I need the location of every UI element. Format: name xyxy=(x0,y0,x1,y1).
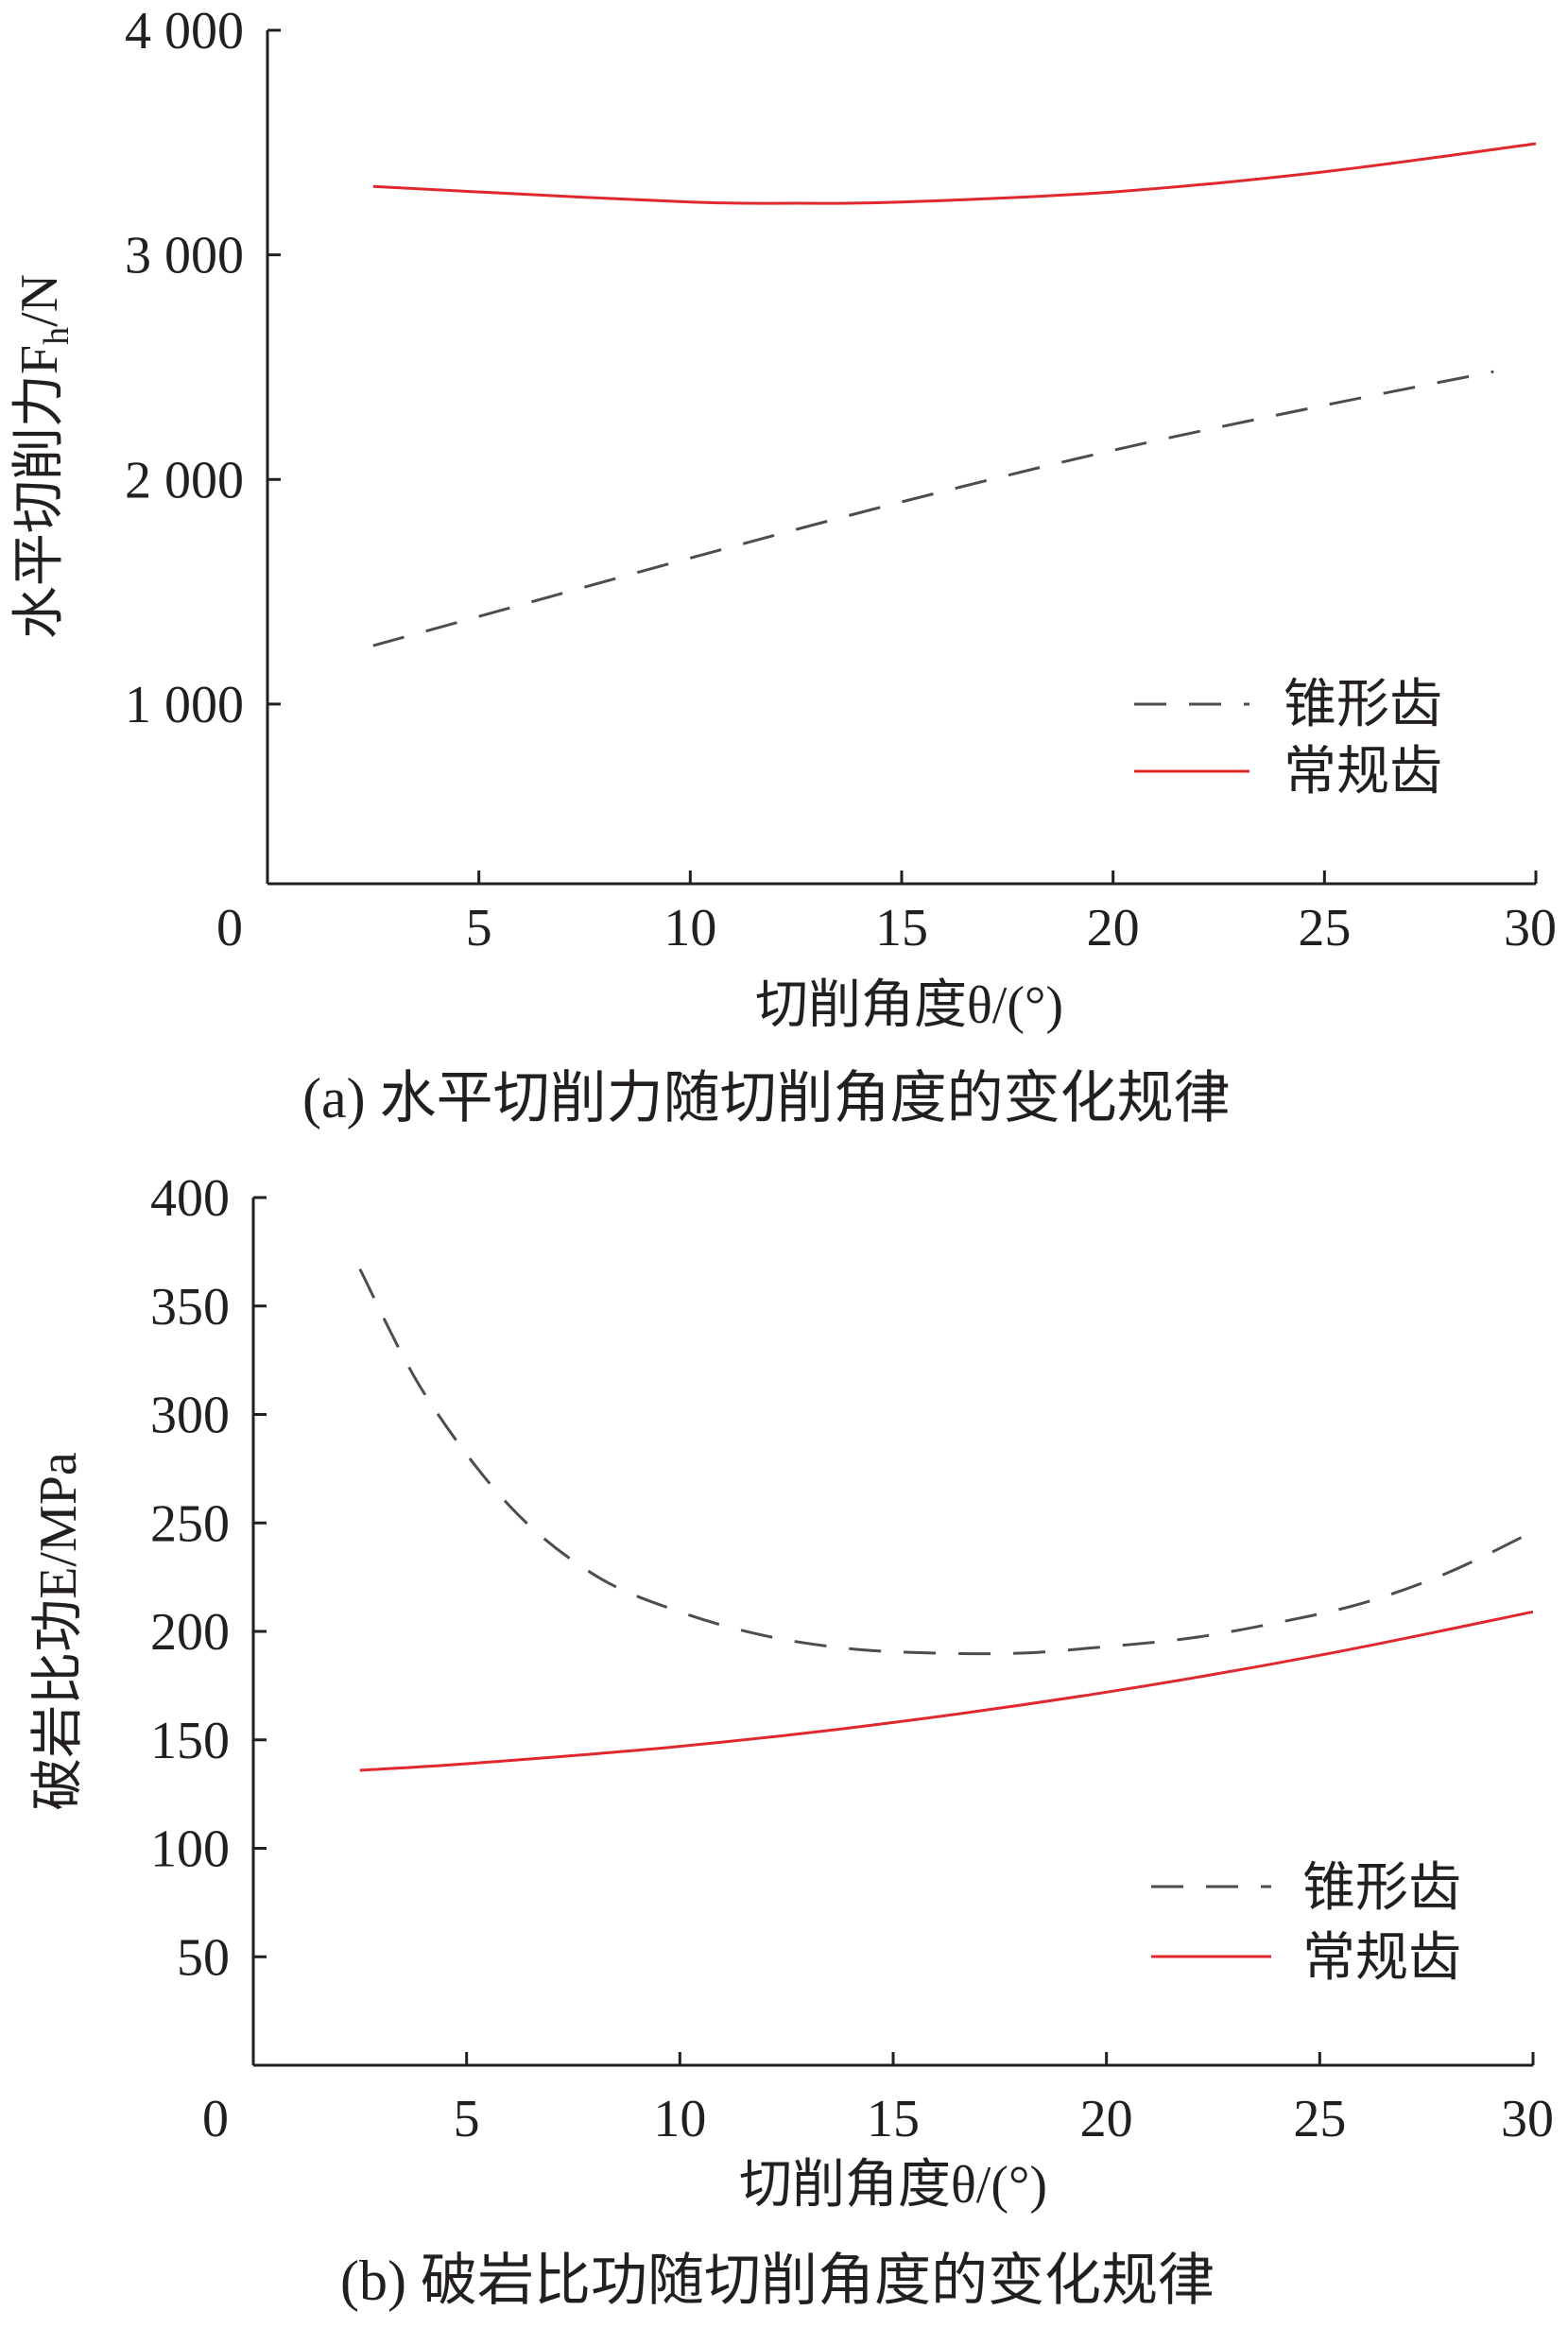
chart-b: 50 100 150 200 250 300 350 400 0 5 10 15 20 25 30 破岩比… xyxy=(29,1169,1554,2312)
legend-b-label-cone: 锥形齿 xyxy=(1302,1859,1461,1918)
y-tick-label-b-5: 300 xyxy=(150,1387,230,1445)
y-axis-label-b: 破岩比功E/MPa xyxy=(29,1452,88,1811)
series-a-cone-tooth-line xyxy=(372,370,1494,647)
tick-marks-b xyxy=(253,1196,1535,2065)
series-lines-a xyxy=(372,142,1537,647)
y-tick-label-a-0: 1 000 xyxy=(125,676,244,734)
y-tick-labels-a: 1 000 2 000 3 000 4 000 xyxy=(125,2,244,734)
x-tick-label-b-6: 30 xyxy=(1501,2090,1554,2148)
x-tick-label-b-1: 5 xyxy=(454,2090,480,2148)
x-tick-label-b-3: 15 xyxy=(867,2090,920,2148)
x-tick-label-a-5: 25 xyxy=(1298,899,1351,957)
series-a-conventional-tooth-line xyxy=(372,142,1537,205)
caption-a: (a) 水平切削力随切削角度的变化规律 xyxy=(302,1067,1231,1130)
x-tick-labels-a: 0 5 10 15 20 25 30 xyxy=(216,899,1557,957)
y-axis-label-a-unit: /N xyxy=(10,274,69,327)
y-tick-label-b-1: 100 xyxy=(150,1820,230,1879)
y-tick-label-b-3: 200 xyxy=(150,1603,230,1662)
x-tick-label-a-4: 20 xyxy=(1087,899,1140,957)
x-tick-label-b-5: 25 xyxy=(1293,2090,1346,2148)
y-tick-label-a-2: 3 000 xyxy=(125,227,244,285)
y-tick-label-b-6: 350 xyxy=(150,1278,230,1336)
chart-a: 1 000 2 000 3 000 4 000 0 5 10 15 20 25 30 水平切削力F… xyxy=(10,2,1557,1130)
series-b-conventional-tooth-line xyxy=(359,1610,1534,1772)
legend-a-label-conventional: 常规齿 xyxy=(1284,743,1442,802)
x-axis-label-a: 切削角度θ/(°) xyxy=(755,976,1063,1035)
legend-a: 锥形齿 常规齿 xyxy=(1134,676,1442,802)
y-tick-label-b-4: 250 xyxy=(150,1494,230,1553)
x-tick-label-a-3: 15 xyxy=(875,899,928,957)
x-tick-label-b-2: 10 xyxy=(653,2090,706,2148)
y-axis-label-a-sub: h xyxy=(37,327,77,345)
x-tick-label-a-6: 30 xyxy=(1504,899,1557,957)
x-axis-label-b: 切削角度θ/(°) xyxy=(739,2156,1047,2215)
x-tick-label-b-4: 20 xyxy=(1080,2090,1133,2148)
y-axis-label-a-main: 水平切削力F xyxy=(10,345,69,639)
legend-b-label-conventional: 常规齿 xyxy=(1302,1929,1461,1988)
x-tick-label-b-0: 0 xyxy=(202,2090,229,2148)
x-tick-label-a-1: 5 xyxy=(466,899,492,957)
legend-a-label-cone: 锥形齿 xyxy=(1284,676,1442,734)
x-tick-label-a-0: 0 xyxy=(216,899,243,957)
legend-b: 锥形齿 常规齿 xyxy=(1151,1859,1461,1988)
y-tick-label-a-1: 2 000 xyxy=(125,451,244,509)
y-axis-label-a: 水平切削力Fh/N xyxy=(10,274,77,639)
caption-b: (b) 破岩比功随切削角度的变化规律 xyxy=(340,2250,1215,2312)
x-tick-label-a-2: 10 xyxy=(663,899,716,957)
series-b-cone-tooth-line xyxy=(358,1268,1534,1656)
y-tick-labels-b: 50 100 150 200 250 300 350 400 xyxy=(150,1169,230,1987)
x-tick-labels-b: 0 5 10 15 20 25 30 xyxy=(202,2090,1554,2148)
y-tick-label-b-7: 400 xyxy=(150,1169,230,1228)
y-tick-label-a-3: 4 000 xyxy=(125,2,244,60)
y-tick-label-b-0: 50 xyxy=(177,1928,230,1987)
series-lines-b xyxy=(358,1268,1534,1772)
tick-marks-a xyxy=(267,28,1538,884)
y-tick-label-b-2: 150 xyxy=(150,1712,230,1770)
